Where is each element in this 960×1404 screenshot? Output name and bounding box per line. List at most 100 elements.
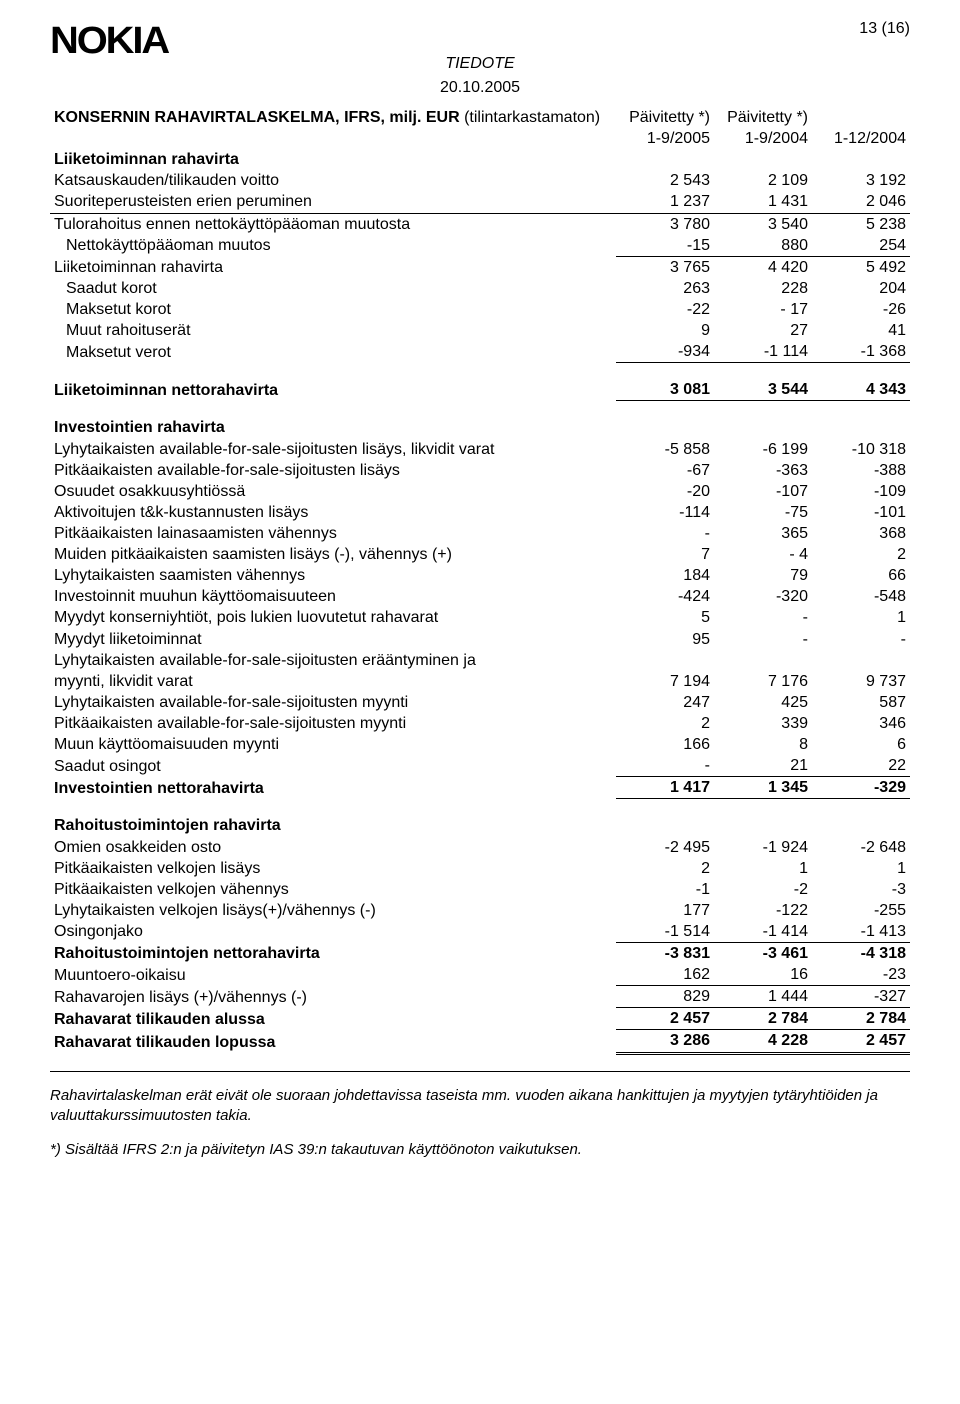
table-row: Myydyt liiketoiminnat95-- xyxy=(50,629,910,650)
table-row: Rahavarat tilikauden lopussa3 2864 2282 … xyxy=(50,1030,910,1053)
row-label: Investointien rahavirta xyxy=(50,417,616,438)
row-value: 204 xyxy=(812,278,910,299)
row-label: Saadut korot xyxy=(50,278,616,299)
table-row: Lyhytaikaisten available-for-sale-sijoit… xyxy=(50,439,910,460)
row-value: 16 xyxy=(714,964,812,986)
row-value: -6 199 xyxy=(714,439,812,460)
row-value: - xyxy=(714,629,812,650)
table-row: Pitkäaikaisten available-for-sale-sijoit… xyxy=(50,713,910,734)
row-value: 8 xyxy=(714,734,812,755)
row-value: 9 xyxy=(616,320,714,341)
row-value: 1 345 xyxy=(714,777,812,799)
row-label: Liiketoiminnan rahavirta xyxy=(50,149,616,170)
row-value xyxy=(714,417,812,438)
row-value: -3 xyxy=(812,879,910,900)
table-row: Pitkäaikaisten available-for-sale-sijoit… xyxy=(50,460,910,481)
row-value xyxy=(812,815,910,836)
row-value: -20 xyxy=(616,481,714,502)
row-value: 95 xyxy=(616,629,714,650)
row-label: Pitkäaikaisten available-for-sale-sijoit… xyxy=(50,713,616,734)
row-value: 2 xyxy=(616,858,714,879)
financial-table: KONSERNIN RAHAVIRTALASKELMA, IFRS, milj.… xyxy=(50,107,910,1055)
row-label: Nettokäyttöpääoman muutos xyxy=(50,235,616,257)
table-row: Saadut korot263228204 xyxy=(50,278,910,299)
row-value: -4 318 xyxy=(812,943,910,965)
row-label: Katsauskauden/tilikauden voitto xyxy=(50,170,616,191)
row-value: 2 457 xyxy=(616,1008,714,1030)
row-value: 365 xyxy=(714,523,812,544)
row-value: 587 xyxy=(812,692,910,713)
table-row: Suoriteperusteisten erien peruminen1 237… xyxy=(50,191,910,213)
table-row: Muiden pitkäaikaisten saamisten lisäys (… xyxy=(50,544,910,565)
row-value: - 4 xyxy=(714,544,812,565)
row-label: Muiden pitkäaikaisten saamisten lisäys (… xyxy=(50,544,616,565)
spacer-row xyxy=(50,799,910,816)
row-value: - xyxy=(714,607,812,628)
row-value: 1 xyxy=(812,607,910,628)
page-container: NOKIA 13 (16) TIEDOTE 20.10.2005 KONSERN… xyxy=(0,0,960,1190)
row-label: Muut rahoituserät xyxy=(50,320,616,341)
row-value: 425 xyxy=(714,692,812,713)
row-value: 346 xyxy=(812,713,910,734)
row-value: 7 xyxy=(616,544,714,565)
row-value: 1-9/2005 xyxy=(616,128,714,149)
row-value: 4 228 xyxy=(714,1030,812,1053)
row-value: 4 343 xyxy=(812,379,910,401)
row-value: -5 858 xyxy=(616,439,714,460)
row-value: -1 924 xyxy=(714,837,812,858)
row-value: - 17 xyxy=(714,299,812,320)
row-value: 3 081 xyxy=(616,379,714,401)
row-value: 1 417 xyxy=(616,777,714,799)
row-label: Rahoitustoimintojen rahavirta xyxy=(50,815,616,836)
table-row: Nettokäyttöpääoman muutos-15880254 xyxy=(50,235,910,257)
table-row: Maksetut verot-934-1 114-1 368 xyxy=(50,341,910,363)
row-value: 7 194 xyxy=(616,671,714,692)
row-value: 880 xyxy=(714,235,812,257)
nokia-logo: NOKIA xyxy=(50,20,953,63)
row-value: 7 176 xyxy=(714,671,812,692)
row-value: -548 xyxy=(812,586,910,607)
row-label: Pitkäaikaisten lainasaamisten vähennys xyxy=(50,523,616,544)
row-value: 2 784 xyxy=(714,1008,812,1030)
title-label: KONSERNIN RAHAVIRTALASKELMA, IFRS, milj.… xyxy=(50,107,616,128)
row-value: -101 xyxy=(812,502,910,523)
table-row: Lyhytaikaisten available-for-sale-sijoit… xyxy=(50,650,910,671)
row-value: 1 444 xyxy=(714,986,812,1008)
row-value: 66 xyxy=(812,565,910,586)
row-value: 3 544 xyxy=(714,379,812,401)
column-header xyxy=(812,107,910,128)
row-value: -2 495 xyxy=(616,837,714,858)
row-value: -122 xyxy=(714,900,812,921)
row-value: 1 237 xyxy=(616,191,714,213)
row-value: 2 xyxy=(812,544,910,565)
row-value xyxy=(616,815,714,836)
row-value: 177 xyxy=(616,900,714,921)
row-label: Muuntoero-oikaisu xyxy=(50,964,616,986)
row-value: 368 xyxy=(812,523,910,544)
row-value: 263 xyxy=(616,278,714,299)
table-row: Lyhytaikaisten saamisten vähennys1847966 xyxy=(50,565,910,586)
row-label: Tulorahoitus ennen nettokäyttöpääoman mu… xyxy=(50,213,616,235)
table-row: Tulorahoitus ennen nettokäyttöpääoman mu… xyxy=(50,213,910,235)
row-value: 162 xyxy=(616,964,714,986)
table-row: Aktivoitujen t&k-kustannusten lisäys-114… xyxy=(50,502,910,523)
row-value xyxy=(616,650,714,671)
table-row: myynti, likvidit varat7 1947 1769 737 xyxy=(50,671,910,692)
row-value: -2 xyxy=(714,879,812,900)
row-value: 2 543 xyxy=(616,170,714,191)
row-value xyxy=(616,417,714,438)
row-label: Rahavarat tilikauden lopussa xyxy=(50,1030,616,1053)
row-label: Maksetut verot xyxy=(50,341,616,363)
row-value: -3 831 xyxy=(616,943,714,965)
row-label: Pitkäaikaisten available-for-sale-sijoit… xyxy=(50,460,616,481)
row-label: Myydyt liiketoiminnat xyxy=(50,629,616,650)
row-label: Myydyt konserniyhtiöt, pois lukien luovu… xyxy=(50,607,616,628)
row-label: Osingonjako xyxy=(50,921,616,943)
period-row: 1-9/20051-9/20041-12/2004 xyxy=(50,128,910,149)
row-value: -1 xyxy=(616,879,714,900)
row-value: 829 xyxy=(616,986,714,1008)
table-row: Investointien nettorahavirta1 4171 345-3… xyxy=(50,777,910,799)
row-value: -255 xyxy=(812,900,910,921)
row-value: -23 xyxy=(812,964,910,986)
table-row: Rahavarojen lisäys (+)/vähennys (-)8291 … xyxy=(50,986,910,1008)
